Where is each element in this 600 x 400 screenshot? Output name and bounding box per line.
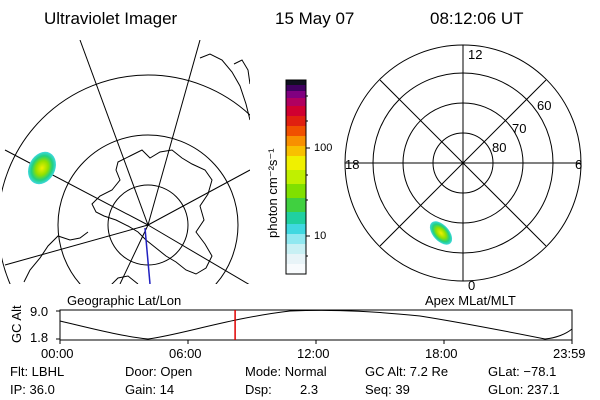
colorbar-unit-label: photon cm⁻²s⁻¹ <box>265 148 280 238</box>
timeline-ylabel: GC Alt <box>9 305 24 343</box>
mlt-label-0: 0 <box>468 278 476 293</box>
local-meridian <box>144 227 151 284</box>
time-tick-2359: 23:59 <box>553 346 586 361</box>
date-label: 15 May 07 <box>275 9 355 28</box>
time-tick-0000: 00:00 <box>41 346 74 361</box>
lat-circle-outer <box>2 74 250 284</box>
altitude-curve <box>59 309 573 340</box>
longitude-lines <box>4 40 250 284</box>
status-gc-alt: GC Alt: 7.2 Re <box>365 364 449 379</box>
status-mode: Mode: Normal <box>245 364 327 379</box>
status-dsp-label: Dsp: <box>245 382 272 397</box>
time-tick-1200: 12:00 <box>297 346 330 361</box>
aurora-emission-magnetic <box>429 221 453 245</box>
mlt-label-12: 12 <box>468 47 483 62</box>
orbit-timeline <box>56 309 573 344</box>
instrument-title: Ultraviolet Imager <box>44 9 178 28</box>
status-glat: GLat: −78.1 <box>488 364 557 379</box>
mlat-label-80: 80 <box>492 140 507 155</box>
status-gain: Gain: 14 <box>125 382 175 397</box>
mlt-label-6: 6 <box>575 157 583 172</box>
timeline-ymin: 1.8 <box>30 330 49 345</box>
mlt-lines <box>345 45 581 281</box>
geographic-map-label: Geographic Lat/Lon <box>67 293 182 308</box>
mlat-label-70: 70 <box>512 121 527 136</box>
mlt-label-18: 18 <box>345 157 360 172</box>
status-dsp-value: 2.3 <box>300 382 319 397</box>
mlat-label-60: 60 <box>537 98 552 113</box>
time-tick-1800: 18:00 <box>425 346 458 361</box>
colorbar-tick-10: 10 <box>314 230 327 242</box>
lat-circle-middle <box>57 134 239 284</box>
magnetic-map-label: Apex MLat/MLT <box>425 293 516 308</box>
coastlines <box>23 53 250 284</box>
aurora-emission <box>28 151 56 185</box>
status-filter: Flt: LBHL <box>10 364 65 379</box>
magnetic-map <box>344 44 582 282</box>
status-ip: IP: 36.0 <box>10 382 55 397</box>
status-seq: Seq: 39 <box>365 382 410 397</box>
status-door: Door: Open <box>125 364 193 379</box>
status-glon: GLon: 237.1 <box>488 382 560 397</box>
time-label: 08:12:06 UT <box>430 9 524 28</box>
geographic-map <box>2 40 250 284</box>
timeline-ymax: 9.0 <box>30 304 49 319</box>
colorbar-tick-100: 100 <box>314 142 333 154</box>
colorbar <box>285 79 310 275</box>
time-tick-0600: 06:00 <box>169 346 202 361</box>
